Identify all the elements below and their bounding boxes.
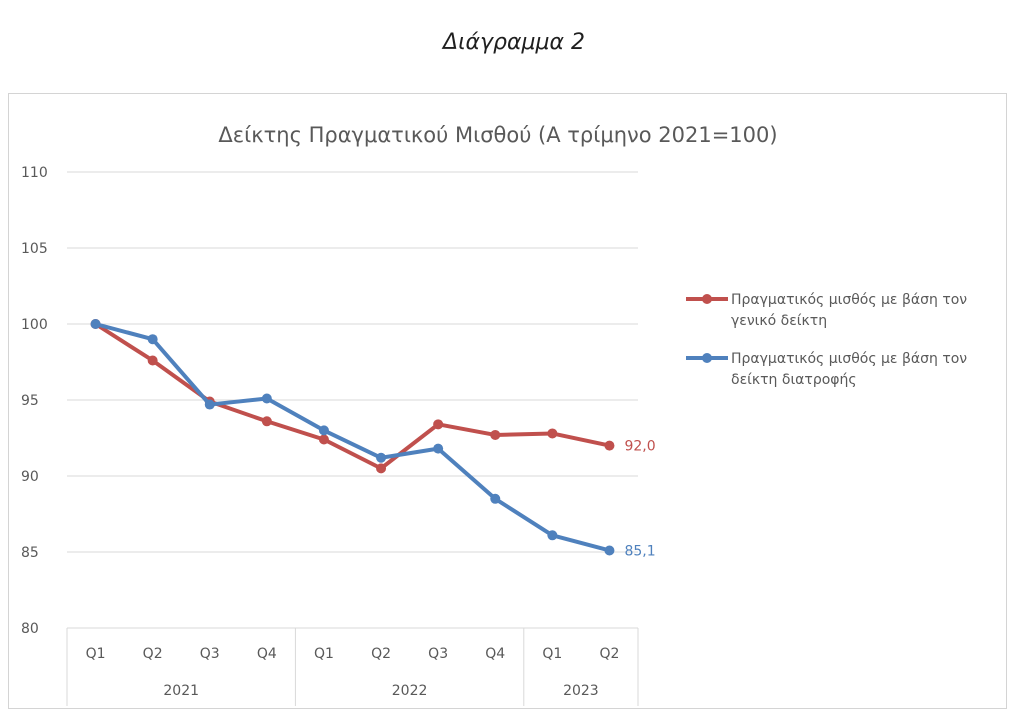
x-tick-label: Q1 [542,646,562,662]
x-tick-label: Q2 [599,646,619,662]
x-tick-label: Q1 [86,646,106,662]
legend-marker [702,294,712,304]
x-group-label: 2022 [392,683,428,699]
data-point [376,463,387,474]
y-tick-label: 90 [21,469,39,485]
chart-title: Δείκτης Πραγματικού Μισθού (Α τρίμηνο 20… [218,123,777,147]
data-point [90,319,101,329]
y-tick-label: 95 [21,393,39,409]
data-point [261,393,272,404]
x-tick-label: Q4 [257,646,277,662]
y-tick-label: 100 [21,317,48,333]
data-point [318,434,329,445]
gridlines [67,171,638,629]
x-group-label: 2023 [563,683,599,699]
legend-label: γενικό δείκτη [731,313,827,329]
series-line [93,322,612,553]
x-group-label: 2021 [163,683,199,699]
series-2: 85,1 [90,319,656,559]
line-chart: Δείκτης Πραγματικού Μισθού (Α τρίμηνο 20… [21,123,967,706]
data-point [490,493,501,504]
diagram-caption: Διάγραμμα 2 [443,30,585,55]
legend-label: δείκτη διατροφής [731,372,857,388]
series-1: 92,0 [90,319,656,474]
data-point [547,428,558,439]
legend-label: Πραγματικός μισθός με βάση τον [731,351,967,367]
chart-area: Δείκτης Πραγματικού Μισθού (Α τρίμηνο 20… [8,93,1007,709]
data-label: 85,1 [624,543,655,559]
data-point [433,419,444,430]
data-point [433,443,444,454]
data-point [604,440,615,451]
x-tick-label: Q1 [314,646,334,662]
y-tick-label: 105 [21,241,48,257]
data-point [604,545,615,556]
data-point [261,416,272,427]
data-point [490,429,501,440]
y-tick-label: 85 [21,545,39,561]
data-point [376,452,387,463]
data-point [318,425,329,436]
y-tick-label: 110 [21,165,48,181]
data-point [147,334,158,345]
x-tick-label: Q3 [200,646,220,662]
x-tick-label: Q2 [371,646,391,662]
series-line [93,322,612,471]
data-point [204,399,215,410]
x-tick-label: Q3 [428,646,448,662]
legend-entry: Πραγματικός μισθός με βάση τον δείκτη δια… [686,351,967,388]
legend: Πραγματικός μισθός με βάση τον γενικό δεί… [686,292,967,388]
series-group: 92,0 85,1 [90,319,656,559]
x-tick-label: Q4 [485,646,505,662]
data-point [147,355,158,366]
legend-label: Πραγματικός μισθός με βάση τον [731,292,967,308]
x-tick-label: Q2 [143,646,163,662]
y-axis: 80 85 90 95 100 105 110 [21,165,48,637]
data-point [547,530,558,541]
x-axis: Q1 Q2 Q3 Q4 Q1 Q2 Q3 Q4 Q1 Q2 2021 2022 2023 [66,628,639,706]
legend-entry: Πραγματικός μισθός με βάση τον γενικό δεί… [686,292,967,329]
data-label: 92,0 [624,439,655,455]
legend-marker [702,353,712,363]
y-tick-label: 80 [21,621,39,637]
